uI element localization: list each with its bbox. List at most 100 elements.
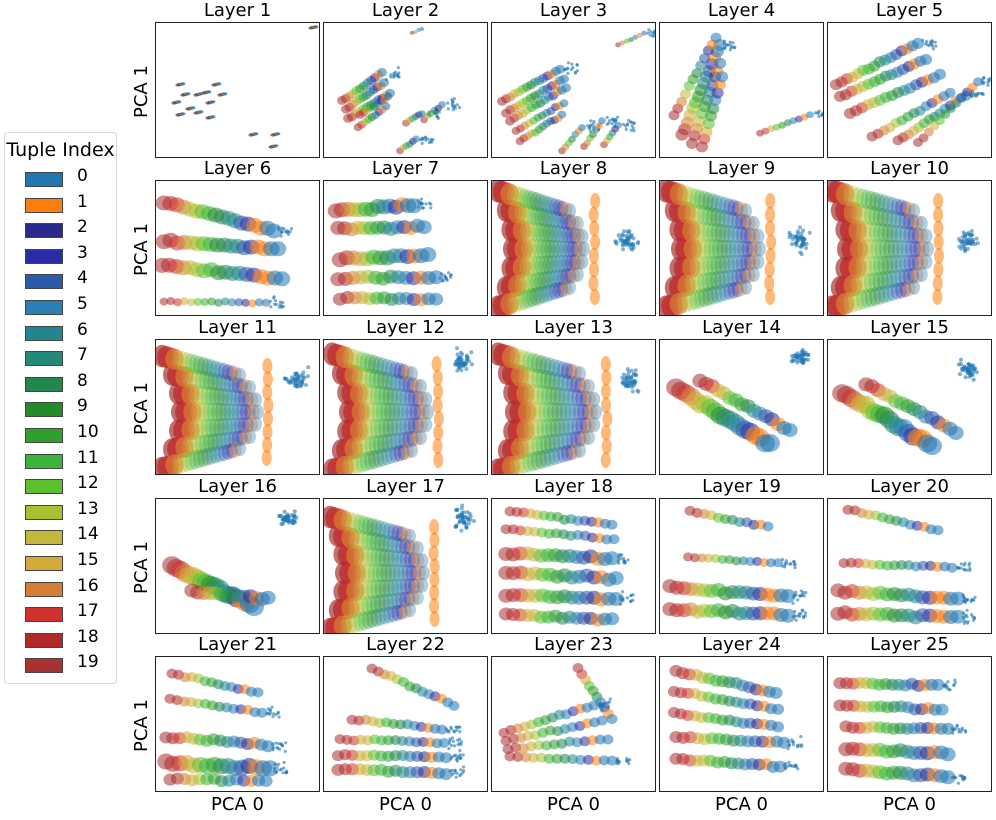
- scatter-cluster: [931, 678, 945, 691]
- scatter-cluster: [351, 453, 364, 474]
- scatter-cluster: [361, 419, 374, 441]
- scatter-cluster: [416, 553, 429, 569]
- scatter-cluster: [216, 82, 222, 86]
- y-axis-label: PCA 1: [131, 223, 152, 276]
- scatter-cluster: [412, 135, 420, 143]
- scatter-cluster: [723, 255, 735, 274]
- scatter-point: [972, 615, 976, 620]
- scatter-cluster: [569, 376, 582, 393]
- scatter-point: [459, 742, 463, 747]
- scatter-cluster: [207, 297, 216, 306]
- scatter-cluster: [922, 437, 942, 455]
- scatter-point: [791, 764, 795, 768]
- scatter-cluster: [557, 225, 570, 244]
- scatter-cluster: [395, 550, 408, 568]
- scatter-cluster: [399, 551, 412, 568]
- scatter-cluster: [602, 734, 614, 745]
- scatter-plot: [492, 342, 641, 474]
- scatter-cluster: [559, 753, 571, 764]
- scatter-cluster: [973, 77, 983, 87]
- scatter-cluster: [250, 392, 262, 408]
- scatter-cluster: [363, 450, 376, 471]
- scatter-cluster: [531, 255, 543, 276]
- scatter-cluster: [604, 612, 620, 626]
- scatter-cluster: [848, 219, 867, 242]
- scatter-cluster: [382, 534, 395, 553]
- scatter-cluster: [533, 206, 546, 227]
- panel-title: Layer 1: [203, 0, 272, 21]
- panel-title: Layer 22: [366, 634, 445, 655]
- legend-swatch: [25, 581, 63, 597]
- scatter-cluster: [806, 111, 814, 119]
- scatter-cluster: [731, 281, 744, 298]
- scatter-cluster: [720, 239, 733, 259]
- scatter-cluster: [398, 375, 410, 393]
- scatter-cluster: [378, 386, 391, 406]
- scatter-cluster: [877, 255, 890, 275]
- scatter-cluster: [537, 194, 550, 213]
- scatter-cluster: [389, 432, 402, 451]
- scatter-cluster: [855, 273, 868, 295]
- scatter-cluster: [364, 368, 377, 389]
- scatter-cluster: [944, 87, 956, 98]
- y-axis-label: PCA 1: [131, 382, 152, 435]
- scatter-point: [967, 368, 972, 372]
- scatter-cluster: [243, 404, 256, 420]
- scatter-cluster: [225, 365, 238, 381]
- scatter-point: [284, 770, 289, 775]
- scatter-cluster: [526, 287, 539, 308]
- scatter-cluster: [861, 238, 874, 260]
- scatter-cluster: [940, 770, 956, 785]
- scatter-point: [458, 355, 463, 360]
- scatter-cluster: [568, 227, 581, 244]
- scatter-cluster: [542, 402, 555, 422]
- scatter-cluster: [718, 196, 731, 215]
- scatter-point: [282, 227, 286, 231]
- scatter-cluster: [516, 419, 535, 442]
- scatter-cluster: [196, 385, 209, 406]
- scatter-cluster: [533, 286, 546, 305]
- scatter-cluster: [348, 597, 361, 618]
- scatter-cluster: [714, 255, 727, 275]
- scatter-cluster: [433, 410, 444, 427]
- scatter-cluster: [400, 403, 413, 421]
- scatter-cluster: [416, 577, 429, 593]
- scatter-cluster: [561, 362, 574, 379]
- scatter-point: [458, 730, 462, 734]
- scatter-point: [963, 600, 967, 604]
- scatter-point: [455, 759, 459, 763]
- scatter-cluster: [209, 360, 222, 378]
- scatter-cluster: [407, 417, 420, 435]
- scatter-point: [620, 553, 624, 557]
- scatter-point: [954, 727, 958, 731]
- scatter-cluster: [540, 418, 553, 439]
- scatter-cluster: [395, 578, 408, 596]
- scatter-cluster: [740, 279, 752, 295]
- scatter-cluster: [714, 208, 727, 228]
- scatter-point: [457, 725, 461, 729]
- scatter-cluster: [911, 215, 924, 231]
- scatter-point: [458, 774, 462, 778]
- scatter-cluster: [363, 353, 376, 374]
- scatter-point: [464, 367, 469, 371]
- scatter-point: [793, 562, 797, 566]
- scatter-point: [450, 736, 455, 740]
- scatter-cluster: [894, 254, 907, 273]
- scatter-point: [622, 377, 627, 382]
- scatter-cluster: [522, 204, 535, 225]
- scatter-cluster: [370, 608, 383, 627]
- scatter-point: [933, 40, 937, 44]
- scatter-cluster: [561, 432, 574, 450]
- scatter-cluster: [402, 376, 415, 393]
- scatter-cluster: [636, 32, 643, 38]
- scatter-point: [277, 742, 281, 746]
- scatter-cluster: [747, 216, 760, 232]
- scatter-cluster: [186, 367, 199, 389]
- scatter-cluster: [372, 434, 385, 455]
- scatter-plot: [327, 197, 453, 307]
- scatter-cluster: [357, 419, 370, 441]
- scatter-point: [974, 236, 979, 241]
- scatter-point: [282, 509, 287, 514]
- scatter-point: [452, 754, 456, 758]
- scatter-point: [722, 41, 726, 46]
